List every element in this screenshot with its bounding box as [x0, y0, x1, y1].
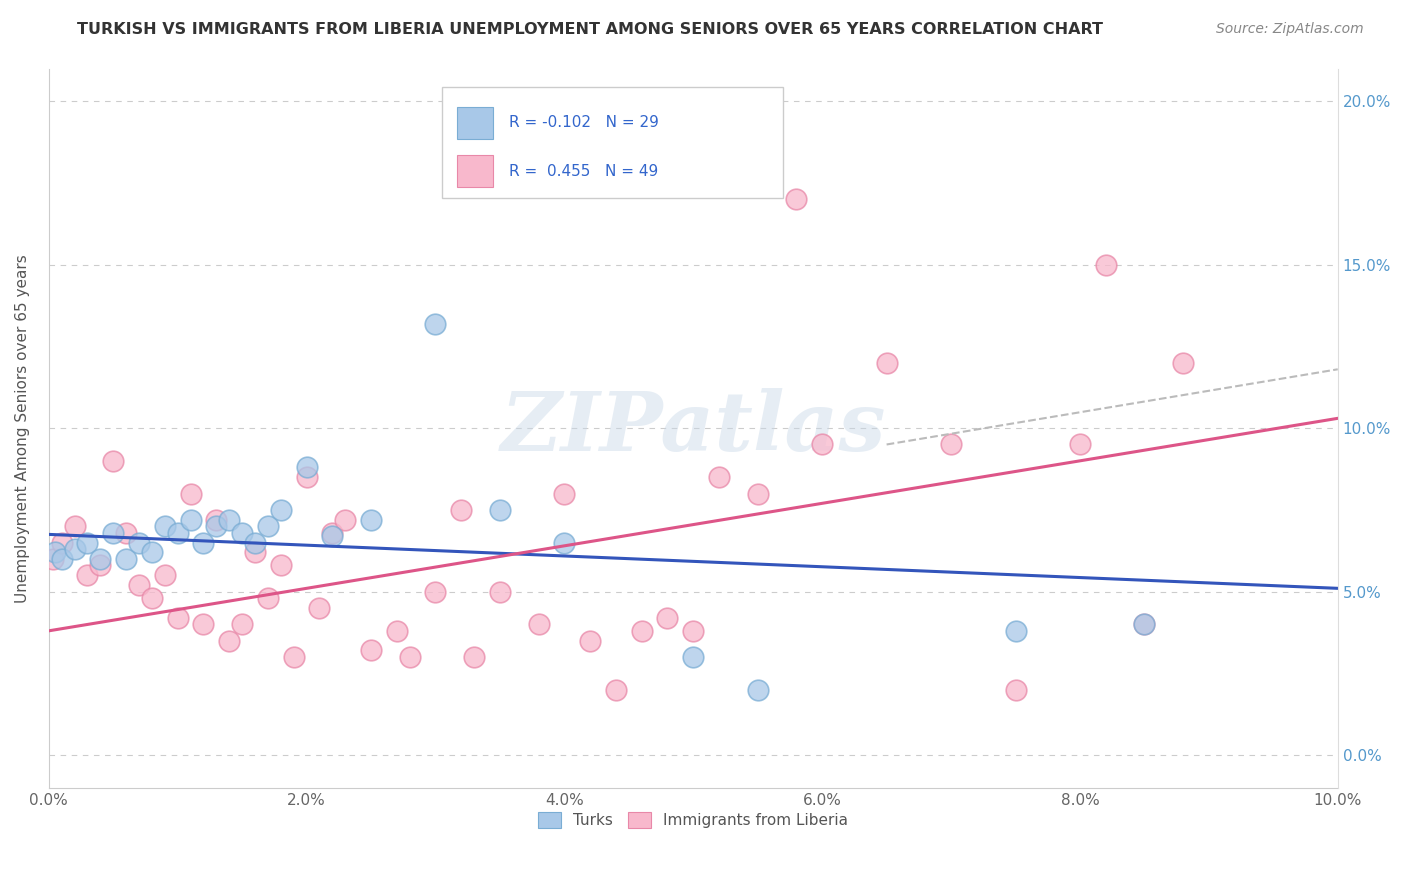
Point	[1133, 617, 1156, 632]
Text: R =  0.455   N = 49: R = 0.455 N = 49	[509, 163, 658, 178]
Point	[489, 584, 512, 599]
Point	[193, 617, 215, 632]
Point	[115, 525, 138, 540]
Point	[89, 552, 111, 566]
Point	[527, 617, 550, 632]
Point	[103, 525, 125, 540]
Point	[553, 535, 575, 549]
Point	[605, 682, 627, 697]
Point	[1133, 617, 1156, 632]
Point	[193, 535, 215, 549]
Point	[180, 513, 202, 527]
Point	[128, 578, 150, 592]
Point	[180, 486, 202, 500]
Point	[579, 633, 602, 648]
Point	[360, 643, 382, 657]
Point	[553, 486, 575, 500]
Point	[707, 470, 730, 484]
Point	[360, 513, 382, 527]
Point	[115, 552, 138, 566]
Point	[243, 545, 266, 559]
Point	[463, 650, 485, 665]
Point	[141, 591, 163, 606]
Point	[682, 624, 704, 638]
Point	[450, 503, 472, 517]
Y-axis label: Unemployment Among Seniors over 65 years: Unemployment Among Seniors over 65 years	[15, 253, 30, 602]
FancyBboxPatch shape	[457, 107, 494, 139]
Point	[295, 460, 318, 475]
Point	[785, 192, 807, 206]
Point	[76, 535, 98, 549]
Point	[205, 513, 228, 527]
Point	[270, 558, 292, 573]
Point	[231, 525, 253, 540]
Point	[335, 513, 357, 527]
Point	[385, 624, 408, 638]
Point	[243, 535, 266, 549]
Legend: Turks, Immigrants from Liberia: Turks, Immigrants from Liberia	[531, 806, 855, 835]
Text: ZIPatlas: ZIPatlas	[501, 388, 886, 468]
Point	[747, 682, 769, 697]
Point	[231, 617, 253, 632]
Point	[939, 437, 962, 451]
Point	[321, 525, 343, 540]
FancyBboxPatch shape	[441, 87, 783, 198]
Point	[811, 437, 834, 451]
Point	[747, 486, 769, 500]
Point	[1094, 258, 1116, 272]
Point	[682, 650, 704, 665]
Point	[218, 513, 240, 527]
Point	[51, 535, 73, 549]
Point	[128, 535, 150, 549]
Point	[257, 591, 280, 606]
Point	[398, 650, 420, 665]
Point	[41, 552, 63, 566]
Point	[295, 470, 318, 484]
Point	[283, 650, 305, 665]
Text: R = -0.102   N = 29: R = -0.102 N = 29	[509, 115, 659, 130]
Point	[270, 503, 292, 517]
Text: Source: ZipAtlas.com: Source: ZipAtlas.com	[1216, 22, 1364, 37]
Point	[321, 529, 343, 543]
Point	[63, 542, 86, 557]
Point	[257, 519, 280, 533]
Point	[44, 545, 66, 559]
Point	[76, 568, 98, 582]
Point	[166, 525, 188, 540]
Point	[425, 317, 447, 331]
Point	[1171, 356, 1194, 370]
Text: TURKISH VS IMMIGRANTS FROM LIBERIA UNEMPLOYMENT AMONG SENIORS OVER 65 YEARS CORR: TURKISH VS IMMIGRANTS FROM LIBERIA UNEMP…	[77, 22, 1104, 37]
Point	[89, 558, 111, 573]
Point	[876, 356, 898, 370]
FancyBboxPatch shape	[457, 155, 494, 187]
Point	[425, 584, 447, 599]
Point	[141, 545, 163, 559]
Point	[103, 454, 125, 468]
Point	[1004, 682, 1026, 697]
Point	[63, 519, 86, 533]
Point	[1069, 437, 1091, 451]
Point	[51, 552, 73, 566]
Point	[153, 568, 176, 582]
Point	[1004, 624, 1026, 638]
Point	[657, 611, 679, 625]
Point	[308, 601, 330, 615]
Point	[205, 519, 228, 533]
Point	[153, 519, 176, 533]
Point	[218, 633, 240, 648]
Point	[166, 611, 188, 625]
Point	[489, 503, 512, 517]
Point	[630, 624, 652, 638]
